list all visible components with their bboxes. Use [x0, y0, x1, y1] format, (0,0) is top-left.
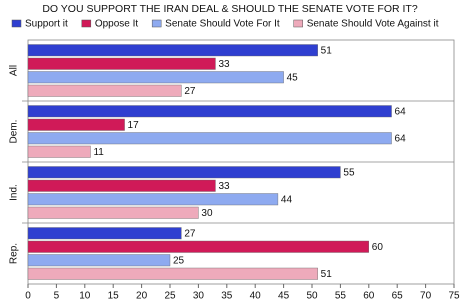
value-label: 44 — [281, 194, 293, 205]
x-tick-label: 20 — [136, 291, 148, 302]
legend-swatch — [151, 19, 162, 28]
bar — [27, 118, 125, 131]
bar — [27, 240, 369, 253]
value-label: 60 — [372, 242, 384, 253]
x-tick-label: 65 — [392, 291, 404, 302]
legend-swatch — [11, 19, 22, 28]
x-tick-label: 30 — [193, 291, 205, 302]
value-label: 30 — [201, 208, 213, 219]
bar — [27, 44, 318, 57]
x-tick-label: 70 — [420, 291, 432, 302]
x-tick-label: 40 — [250, 291, 262, 302]
x-tick-label: 75 — [448, 291, 460, 302]
value-label: 33 — [218, 59, 230, 70]
bar — [27, 132, 392, 145]
x-tick-label: 25 — [164, 291, 176, 302]
legend-label: Support it — [25, 19, 68, 30]
bar — [27, 179, 216, 192]
x-tick-label: 50 — [306, 291, 318, 302]
x-tick-label: 10 — [79, 291, 91, 302]
chart-title: DO YOU SUPPORT THE IRAN DEAL & SHOULD TH… — [42, 3, 418, 15]
value-label: 27 — [184, 228, 196, 239]
bar — [27, 206, 199, 219]
value-label: 64 — [395, 106, 407, 117]
legend-swatch — [81, 19, 92, 28]
x-tick-label: 55 — [335, 291, 347, 302]
value-label: 55 — [343, 167, 355, 178]
bar — [27, 254, 171, 267]
value-label: 45 — [287, 72, 299, 83]
bar — [27, 227, 182, 240]
legend-label: Senate Should Vote Against it — [307, 19, 439, 30]
bar — [27, 193, 279, 206]
y-tick-label: Rep. — [9, 243, 20, 264]
bar — [27, 267, 318, 280]
bar — [27, 105, 392, 118]
value-label: 17 — [128, 120, 140, 131]
y-tick-label: Dem. — [9, 120, 20, 144]
bar — [27, 71, 284, 84]
bar — [27, 57, 216, 70]
value-label: 51 — [321, 269, 333, 280]
bar — [27, 166, 341, 179]
value-label: 27 — [184, 86, 196, 97]
legend-label: Senate Should Vote For It — [165, 19, 280, 30]
x-tick-label: 15 — [108, 291, 120, 302]
value-label: 25 — [173, 255, 185, 266]
value-label: 33 — [218, 181, 230, 192]
bar — [27, 145, 91, 158]
y-tick-label: All — [9, 65, 20, 76]
x-tick-label: 0 — [25, 291, 31, 302]
legend-label: Oppose It — [95, 19, 139, 30]
value-label: 11 — [93, 147, 104, 158]
x-tick-label: 60 — [363, 291, 375, 302]
y-tick-label: Ind. — [9, 184, 20, 201]
value-label: 51 — [321, 45, 333, 56]
bar — [27, 84, 182, 97]
x-tick-label: 45 — [278, 291, 290, 302]
legend-swatch — [293, 19, 303, 28]
x-tick-label: 35 — [221, 291, 233, 302]
value-label: 64 — [395, 133, 407, 144]
x-tick-label: 5 — [54, 291, 60, 302]
